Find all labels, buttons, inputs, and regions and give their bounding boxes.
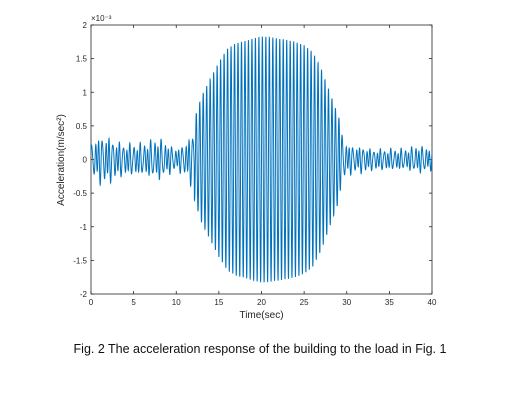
x-tick-label: 30 — [342, 298, 351, 307]
x-axis-label: Time(sec) — [239, 310, 283, 321]
y-tick-labels: -2 -1.5 -1 -0.5 0 0.5 1 1.5 2 — [73, 21, 87, 299]
y-exponent-label: ×10⁻³ — [91, 14, 112, 23]
acceleration-series-line — [90, 36, 433, 283]
figure-caption: Fig. 2 The acceleration response of the … — [73, 342, 447, 356]
y-tick-label: -2 — [80, 290, 88, 299]
x-tick-label: 10 — [172, 298, 181, 307]
x-tick-label: 35 — [385, 298, 394, 307]
tick-marks — [90, 24, 433, 295]
y-tick-label: -0.5 — [73, 189, 87, 198]
x-tick-label: 5 — [131, 298, 136, 307]
x-tick-labels: 0 5 10 15 20 25 30 35 40 — [89, 298, 437, 307]
y-tick-label: 0 — [83, 156, 88, 165]
x-tick-label: 20 — [257, 298, 266, 307]
y-tick-label: 1.5 — [76, 55, 88, 64]
y-tick-label: 1 — [83, 88, 88, 97]
x-tick-label: 25 — [300, 298, 309, 307]
y-tick-label: -1 — [80, 223, 88, 232]
x-tick-label: 0 — [89, 298, 94, 307]
y-tick-label: 0.5 — [76, 122, 88, 131]
y-tick-label: -1.5 — [73, 256, 87, 265]
y-tick-label: 2 — [83, 21, 88, 30]
x-tick-label: 40 — [428, 298, 437, 307]
x-tick-label: 15 — [214, 298, 223, 307]
y-axis-label: Acceleration(m/sec²) — [56, 114, 67, 206]
